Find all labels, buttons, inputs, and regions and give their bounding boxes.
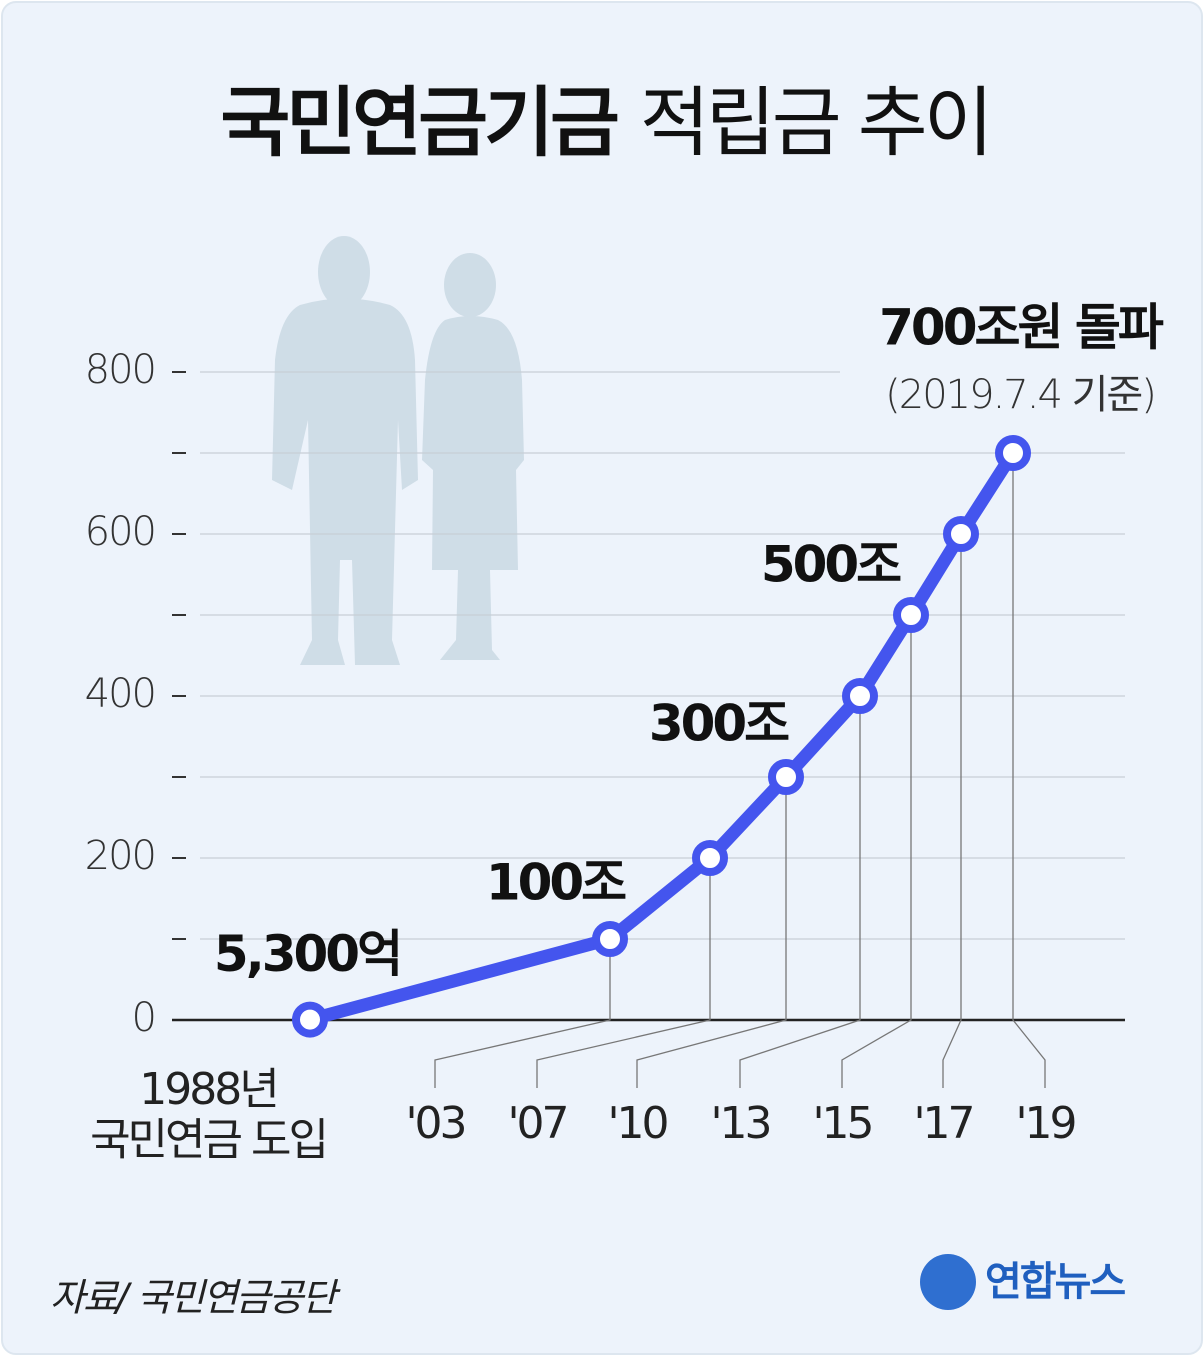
logo-icon — [920, 1254, 976, 1310]
x-tick-label: '15 — [812, 1098, 871, 1149]
leader-line — [1012, 453, 1046, 1088]
y-tick-label: 600 — [85, 509, 155, 555]
point — [943, 516, 979, 552]
value-label: 5,300억 — [214, 925, 400, 983]
annotation: (2019.7.4 기준) — [885, 372, 1155, 418]
x-tick-label: '19 — [1015, 1098, 1074, 1149]
silhouettes — [272, 236, 524, 665]
point — [592, 921, 628, 957]
value-label: 700조원 돌파 — [879, 299, 1164, 357]
leader-line — [841, 615, 912, 1088]
leader-line — [536, 858, 711, 1088]
leader-line — [636, 777, 787, 1088]
y-tick-label: 0 — [132, 995, 155, 1041]
chart-title: 국민연금기금 적립금 추이 — [220, 78, 989, 167]
point — [995, 435, 1031, 471]
value-label: 100조 — [486, 854, 626, 912]
x-tick-label: 1988년 국민연금 도입 — [90, 1064, 326, 1166]
y-tick-label: 200 — [85, 833, 155, 879]
point — [292, 1001, 328, 1038]
title-rest: 적립금 추이 — [640, 78, 990, 167]
value-label: 500조 — [761, 536, 901, 594]
point — [692, 840, 728, 876]
leader-line — [434, 939, 611, 1088]
point — [842, 678, 878, 714]
logo: 연합뉴스 — [985, 1259, 1125, 1305]
title-main: 국민연금기금 — [220, 78, 618, 167]
x-tick-label: '13 — [710, 1098, 769, 1149]
y-tick-label: 400 — [85, 671, 155, 717]
y-tick-label: 800 — [85, 347, 155, 393]
point — [893, 597, 929, 633]
value-label: 300조 — [649, 695, 789, 753]
leader-line — [739, 696, 861, 1088]
x-tick-label: '03 — [405, 1098, 464, 1149]
x-tick-label: '17 — [913, 1098, 972, 1149]
x-tick-label: '07 — [507, 1098, 566, 1149]
leader-line — [942, 534, 962, 1088]
point — [768, 759, 804, 795]
source: 자료/ 국민연금공단 — [50, 1276, 341, 1320]
x-tick-label: '10 — [607, 1098, 667, 1149]
